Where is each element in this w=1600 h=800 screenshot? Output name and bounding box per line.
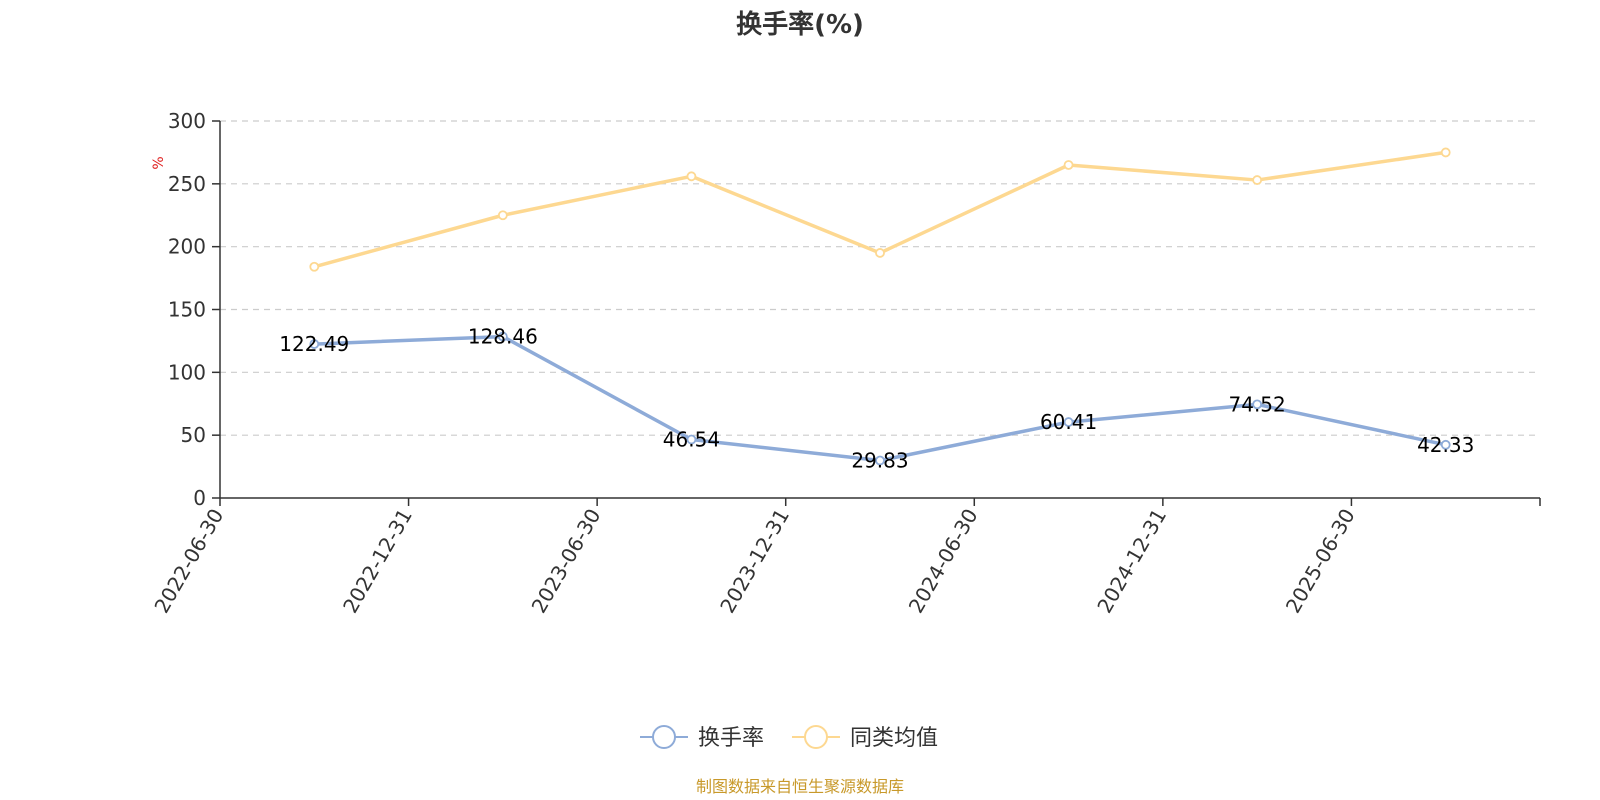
data-point <box>1063 160 1074 170</box>
data-label: 42.33 <box>1417 433 1474 457</box>
data-label: 122.49 <box>279 332 349 356</box>
data-labels: 122.49 128.46 46.54 29.83 60.41 74.52 42.33 <box>279 325 1474 473</box>
data-label: 46.54 <box>663 428 720 452</box>
y-tick-label: 250 <box>168 172 206 196</box>
x-tick-label: 2025-06-30 <box>1281 505 1360 618</box>
data-point <box>1063 417 1074 427</box>
x-tick-label: 2022-06-30 <box>149 505 228 618</box>
x-tick-label: 2023-12-31 <box>715 505 794 618</box>
y-tick-label: 200 <box>168 235 206 259</box>
y-tick-label: 50 <box>181 423 206 447</box>
x-tick-label: 2024-06-30 <box>904 504 983 617</box>
y-tick-label: 100 <box>168 360 206 384</box>
axes: 0 50 100 150 200 250 300 2022-06-30 2022-12-31 20… <box>149 109 1541 618</box>
legend-swatch-marker <box>652 725 676 749</box>
data-point <box>686 434 697 445</box>
legend-item[interactable]: 同类均值 <box>792 725 938 751</box>
data-point <box>309 339 320 349</box>
data-point <box>497 210 508 221</box>
data-point <box>1440 147 1451 158</box>
data-point <box>875 455 885 466</box>
chart-title: 换手率(%) <box>736 9 864 40</box>
legend-label: 换手率 <box>698 726 764 751</box>
y-tick-label: 0 <box>193 486 206 510</box>
x-tick-label: 2022-12-31 <box>338 504 417 617</box>
y-tick-label: 150 <box>168 298 206 322</box>
data-label: 29.83 <box>851 449 908 473</box>
data-point <box>875 248 885 258</box>
data-point <box>497 331 508 342</box>
y-tick-label: 300 <box>168 109 206 133</box>
x-tick-label: 2024-12-31 <box>1092 505 1171 618</box>
data-label: 74.52 <box>1229 392 1286 416</box>
grid-lines <box>220 120 1540 436</box>
data-point <box>1440 439 1451 450</box>
legend: 换手率 同类均值 <box>640 725 938 751</box>
data-label: 60.41 <box>1040 410 1097 434</box>
y-axis-unit-label: % <box>151 156 167 169</box>
data-point <box>1252 175 1263 185</box>
data-point <box>686 171 697 182</box>
data-point <box>309 261 320 272</box>
series-layer <box>309 147 1451 466</box>
source-note: 制图数据来自恒生聚源数据库 <box>696 777 904 796</box>
data-label: 128.46 <box>468 325 538 349</box>
legend-swatch-marker <box>804 725 828 749</box>
legend-item[interactable]: 换手率 <box>640 725 764 751</box>
x-tick-label: 2023-06-30 <box>527 505 606 618</box>
data-point <box>1252 399 1263 410</box>
legend-label: 同类均值 <box>850 726 938 751</box>
